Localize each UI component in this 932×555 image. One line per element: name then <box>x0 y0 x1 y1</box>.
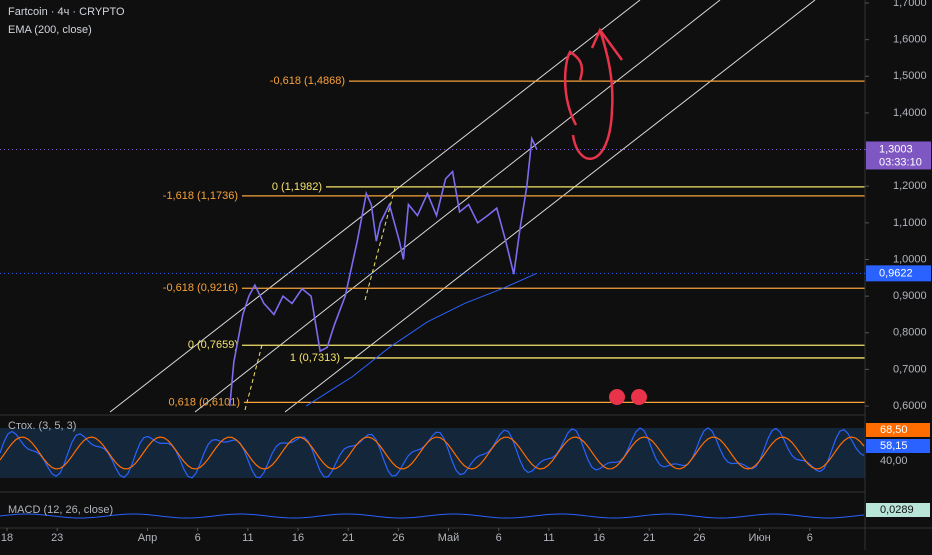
badge <box>866 423 930 437</box>
y-tick-label: 1,5000 <box>893 70 927 82</box>
symbol-title: Fartcoin · 4ч · CRYPTO <box>8 6 125 18</box>
fib-label: 0 (0,7659) <box>188 339 238 351</box>
macd-line <box>0 513 865 519</box>
y-tick-label: 0,7000 <box>893 363 927 375</box>
x-tick-label: 26 <box>693 532 705 544</box>
fib-label: -1,618 (1,1736) <box>163 190 238 202</box>
price-line <box>229 135 538 407</box>
x-tick-label: 11 <box>242 532 253 544</box>
fib-label: 0,618 (0,6101) <box>168 396 240 408</box>
fib-label: -0,618 (0,9216) <box>163 282 238 294</box>
stoch-k <box>0 427 865 479</box>
stoch-d <box>0 436 865 470</box>
x-tick-label: 21 <box>342 532 354 544</box>
badge <box>866 503 930 517</box>
price-badge <box>866 141 931 170</box>
fib-label: -0,618 (1,4868) <box>270 75 345 87</box>
x-tick-label: Май <box>438 532 460 544</box>
indicator-title: EMA (200, close) <box>8 24 92 36</box>
projection <box>364 187 396 301</box>
badge <box>866 439 930 453</box>
x-tick-label: 26 <box>392 532 404 544</box>
y-tick-label: 1,2000 <box>893 180 927 192</box>
y-tick-label: 1,4000 <box>893 107 927 119</box>
x-tick-label: 6 <box>195 532 201 544</box>
x-tick-label: Июн <box>749 532 771 544</box>
x-tick-label: 18 <box>1 532 13 544</box>
x-tick-label: 23 <box>51 532 63 544</box>
price-badge <box>866 265 931 282</box>
macd-title: MACD (12, 26, close) <box>8 504 113 516</box>
fib-label: 1 (0,7313) <box>290 352 340 364</box>
x-tick-label: 6 <box>496 532 502 544</box>
stoch-label: 40,00 <box>880 455 908 467</box>
countdown: 03:33:10 <box>879 156 922 168</box>
main-pane: -0,618 (1,4868) 0 (1,1982) -1,618 (1,1736)… <box>163 75 865 408</box>
price-badge-label: 0,9622 <box>879 267 913 279</box>
price-line <box>305 272 538 407</box>
x-tick-label: Апр <box>138 532 157 544</box>
stoch-label: 68,50 <box>880 424 908 436</box>
y-tick-label: 0,9000 <box>893 290 927 302</box>
x-tick-label: 21 <box>643 532 655 544</box>
price-badge-label: 1,3003 <box>879 143 913 155</box>
stoch-title: Стох. (3, 5, 3) <box>8 420 76 432</box>
event-icon <box>609 389 625 405</box>
channel <box>109 0 816 413</box>
x-tick-label: 16 <box>292 532 304 544</box>
channel-line <box>109 0 641 413</box>
y-tick-label: 1,1000 <box>893 217 927 229</box>
x-tick-label: 16 <box>593 532 605 544</box>
y-tick-label: 0,6000 <box>893 400 927 412</box>
fib-label: 0 (1,1982) <box>272 181 322 193</box>
y-tick-label: 1,0000 <box>893 253 927 265</box>
y-tick-label: 1,7000 <box>893 0 927 9</box>
channel-line <box>194 0 721 413</box>
stoch-label: 58,15 <box>880 440 908 452</box>
y-tick-label: 1,6000 <box>893 34 927 46</box>
macd-label: 0,0289 <box>880 504 914 516</box>
event-icon <box>631 389 647 405</box>
x-tick-label: 11 <box>543 532 554 544</box>
channel-line <box>284 0 816 413</box>
annotation-arrow <box>563 27 624 160</box>
y-tick-label: 0,8000 <box>893 327 927 339</box>
x-tick-label: 6 <box>807 532 813 544</box>
